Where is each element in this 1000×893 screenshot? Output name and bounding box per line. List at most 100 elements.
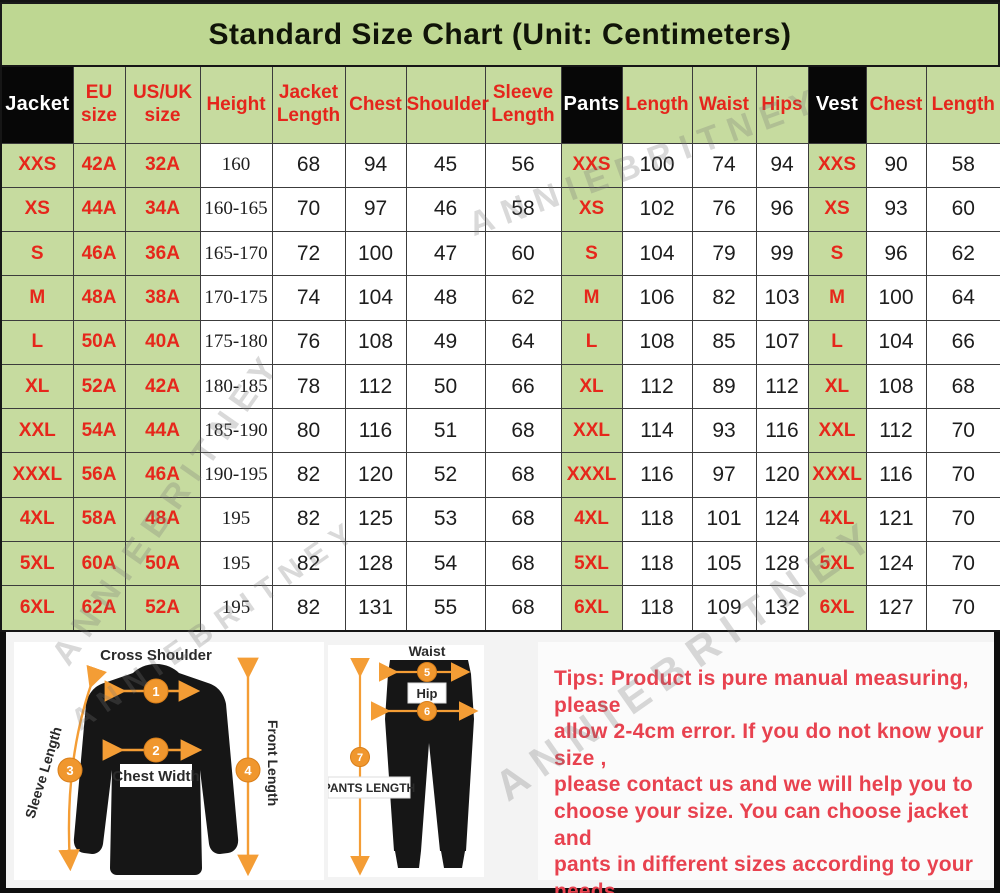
size-label-cell: 34A [124, 186, 201, 233]
measurement-cell: 127 [865, 585, 927, 632]
marker-6-number: 6 [424, 706, 430, 718]
measurement-cell: 68 [484, 408, 562, 454]
hip-label: Hip [417, 686, 438, 701]
measurement-cell: 56 [484, 142, 562, 188]
measurement-cell: 109 [691, 585, 757, 632]
size-row-xs: XS 44A 34A 160-165 70 97 46 58 XS 102 76 96 XS 93 60 [0, 186, 1000, 233]
measurement-cell: 118 [621, 541, 693, 587]
measurement-cell: 112 [344, 363, 407, 410]
size-label-cell: 6XL [560, 585, 623, 632]
measurement-cell: 50 [405, 363, 486, 410]
size-label-cell: 5XL [560, 541, 623, 587]
measurement-cell: 131 [344, 585, 407, 632]
size-label-cell: 62A [72, 585, 126, 632]
size-label-cell: 52A [124, 585, 201, 632]
size-label-cell: 58A [72, 496, 126, 543]
marker-5-icon [417, 662, 437, 682]
measurement-cell: 96 [865, 231, 927, 277]
measurement-cell: 82 [271, 585, 346, 632]
size-label-cell: 4XL [807, 496, 867, 543]
size-label-cell: 46A [72, 231, 126, 277]
chest-width-label-box [120, 764, 192, 787]
measurement-cell: 128 [755, 541, 809, 587]
measurement-cell: 121 [865, 496, 927, 543]
size-label-cell: 36A [124, 231, 201, 277]
measurement-cell: 45 [405, 142, 486, 188]
measurement-cell: 116 [865, 452, 927, 498]
size-table: Jacket EU size US/UK size Height Jacket Leng… [0, 65, 1000, 632]
size-label-cell: XS [0, 186, 74, 233]
size-label-cell: 6XL [807, 585, 867, 632]
marker-2-icon [143, 737, 169, 763]
tips-line: pants in different sizes according to yo… [554, 853, 974, 893]
size-label-cell: 56A [72, 452, 126, 498]
size-label-cell: 54A [72, 408, 126, 454]
size-label-cell: XXS [807, 142, 867, 188]
measurement-cell: 195 [199, 496, 273, 543]
measurement-cell: 185-190 [199, 408, 273, 454]
measurement-cell: 49 [405, 319, 486, 365]
size-label-cell: S [0, 231, 74, 277]
pants-length-label-box [328, 776, 411, 799]
size-label-cell: L [560, 319, 623, 365]
size-label-cell: XXXL [807, 452, 867, 498]
size-label-cell: 52A [72, 363, 126, 410]
cross-shoulder-label: Cross Shoulder [100, 647, 212, 664]
col-header-sleeve-length: Sleeve Length [484, 65, 562, 144]
size-row-xxl: XXL 54A 44A 185-190 80 116 51 68 XXL 114 93 116 XXL 1… [0, 408, 1000, 454]
header-row: Jacket EU size US/UK size Height Jacket Leng… [0, 65, 1000, 144]
measurement-cell: 89 [691, 363, 757, 410]
measurement-cell: 79 [691, 231, 757, 277]
measurement-cell: 116 [621, 452, 693, 498]
tips-line: Tips: Product is pure manual measuring, … [554, 667, 969, 717]
pants-length-label: PANTS LENGTH [328, 781, 415, 795]
measurement-cell: 120 [344, 452, 407, 498]
measurement-cell: 68 [484, 452, 562, 498]
measurement-cell: 107 [755, 319, 809, 365]
size-label-cell: 40A [124, 319, 201, 365]
marker-4-icon [235, 757, 261, 783]
measurement-cell: 99 [755, 231, 809, 277]
measurement-cell: 64 [484, 319, 562, 365]
size-row-s: S 46A 36A 165-170 72 100 47 60 S 104 79 99 S 96 62 [0, 231, 1000, 277]
marker-6-icon [417, 701, 437, 721]
measurement-cell: 74 [691, 142, 757, 188]
size-row-m: M 48A 38A 170-175 74 104 48 62 M 106 82 103 M 100 64 [0, 275, 1000, 321]
measurement-cell: 76 [691, 186, 757, 233]
col-header-shoulder: Shoulder [405, 65, 489, 144]
size-label-cell: 5XL [0, 541, 74, 587]
measurement-cell: 51 [405, 408, 486, 454]
measurement-cell: 116 [755, 408, 809, 454]
size-label-cell: M [807, 275, 867, 321]
measurement-cell: 104 [621, 231, 693, 277]
measurement-cell: 165-170 [199, 231, 273, 277]
col-header-eu-size: EU size [72, 65, 126, 144]
shirt-diagram-panel: Cross Shoulder 1 2 Chest Width 3 Sleeve … [14, 642, 324, 880]
measurement-cell: 100 [344, 231, 407, 277]
size-label-cell: 48A [124, 496, 201, 543]
measurement-cell: 96 [755, 186, 809, 233]
measurement-cell: 108 [344, 319, 407, 365]
measurement-cell: 106 [621, 275, 693, 321]
size-label-cell: 50A [124, 541, 201, 587]
measurement-cell: 68 [484, 496, 562, 543]
measurement-cell: 64 [925, 275, 1000, 321]
size-label-cell: XXL [0, 408, 74, 454]
measurement-cell: 68 [925, 363, 1000, 410]
col-header-chest: Chest [344, 65, 407, 144]
tips-line: choose your size. You can choose jacket … [554, 799, 969, 850]
measurement-cell: 180-185 [199, 363, 273, 410]
marker-3-number: 3 [66, 763, 73, 778]
measurement-cell: 93 [865, 186, 927, 233]
measurement-cell: 118 [621, 496, 693, 543]
measurement-cell: 125 [344, 496, 407, 543]
col-header-jacket: Jacket [0, 65, 74, 144]
measurement-cell: 124 [755, 496, 809, 543]
measurement-cell: 70 [925, 452, 1000, 498]
col-header-chest: Chest [865, 65, 927, 144]
tips-panel: Tips: Product is pure manual measuring, … [538, 642, 994, 893]
measurement-cell: 101 [691, 496, 757, 543]
shirt-diagram-svg: Cross Shoulder 1 2 Chest Width 3 Sleeve … [22, 647, 281, 877]
pants-right-cuff [441, 851, 465, 868]
size-label-cell: 5XL [807, 541, 867, 587]
